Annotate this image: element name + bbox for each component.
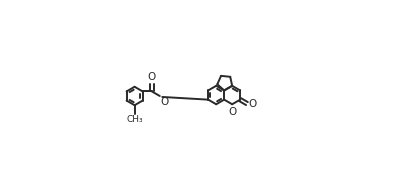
Text: O: O (160, 97, 169, 107)
Text: O: O (229, 107, 237, 117)
Text: O: O (248, 98, 256, 108)
Text: CH₃: CH₃ (126, 115, 143, 124)
Text: O: O (148, 72, 156, 82)
